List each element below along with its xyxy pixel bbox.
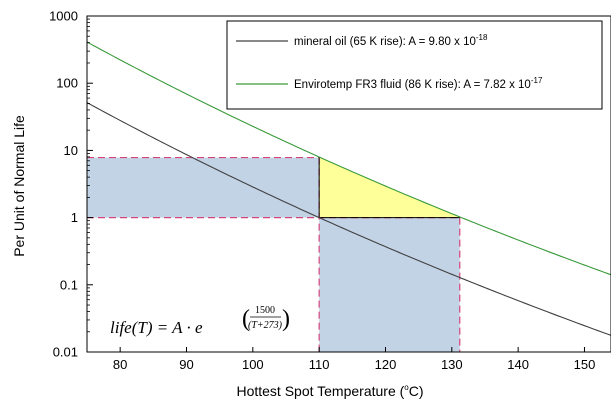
shaded-triangle (319, 156, 460, 218)
y-tick-label: 0.01 (53, 345, 78, 360)
y-axis-title: Per Unit of Normal Life (11, 115, 27, 257)
series-line-1 (86, 41, 611, 276)
legend-label-mineral-oil-exp: -18 (476, 33, 488, 42)
formula-paren-left: ( (242, 306, 250, 332)
x-tick-label: 90 (179, 357, 193, 372)
x-axis-degree: o (404, 383, 409, 392)
legend-label-fr3-exp: -17 (531, 76, 543, 85)
formula-numerator: 1500 (255, 305, 275, 316)
formula-denominator: (T+273) (248, 320, 283, 331)
formula-annotation: life(T) = A · e ( 1500 (T+273) ) (110, 305, 290, 337)
plot-frame (86, 15, 611, 353)
x-tick-label: 120 (375, 357, 397, 372)
formula-paren-right: ) (282, 306, 290, 332)
formula-lhs: life(T) = A · e (110, 318, 203, 337)
legend-label-mineral-oil: mineral oil (65 K rise): A = 9.80 x 10-1… (294, 33, 488, 48)
y-tick-label: 1000 (49, 9, 78, 24)
x-tick-label: 150 (574, 357, 596, 372)
legend: mineral oil (65 K rise): A = 9.80 x 10-1… (226, 20, 603, 110)
x-tick-label: 80 (113, 357, 127, 372)
x-tick-label: 100 (242, 357, 264, 372)
x-tick-label: 140 (507, 357, 529, 372)
y-tick-label: 10 (64, 143, 78, 158)
x-tick-label: 130 (441, 357, 463, 372)
x-axis-title: Hottest Spot Temperature (oC) (236, 383, 423, 399)
legend-label-fr3: Envirotemp FR3 fluid (86 K rise): A = 7.… (294, 76, 543, 91)
y-tick-label: 1 (71, 210, 78, 225)
shaded-band-bottom (319, 217, 460, 352)
shaded-band-left (87, 157, 320, 218)
y-tick-label: 0.1 (60, 277, 78, 292)
x-axis-title-prefix: Hottest Spot Temperature ( (236, 383, 404, 399)
x-axis-title-suffix: C) (409, 383, 424, 399)
shaded-regions (87, 156, 460, 352)
x-axis-ticks: 80 90 100 110 120 130 140 150 (113, 347, 595, 372)
series-line-0 (86, 102, 611, 336)
series-group (86, 41, 611, 336)
reference-lines (87, 156, 461, 352)
y-axis-ticks: 0.01 0.1 1 10 100 1000 (49, 9, 93, 360)
y-tick-label: 100 (56, 76, 78, 91)
legend-label-mineral-oil-main: mineral oil (65 K rise): A = 9.80 x 10 (294, 36, 476, 48)
x-tick-label: 110 (309, 357, 330, 372)
legend-label-fr3-main: Envirotemp FR3 fluid (86 K rise): A = 7.… (294, 79, 531, 91)
legend-box (226, 20, 603, 110)
